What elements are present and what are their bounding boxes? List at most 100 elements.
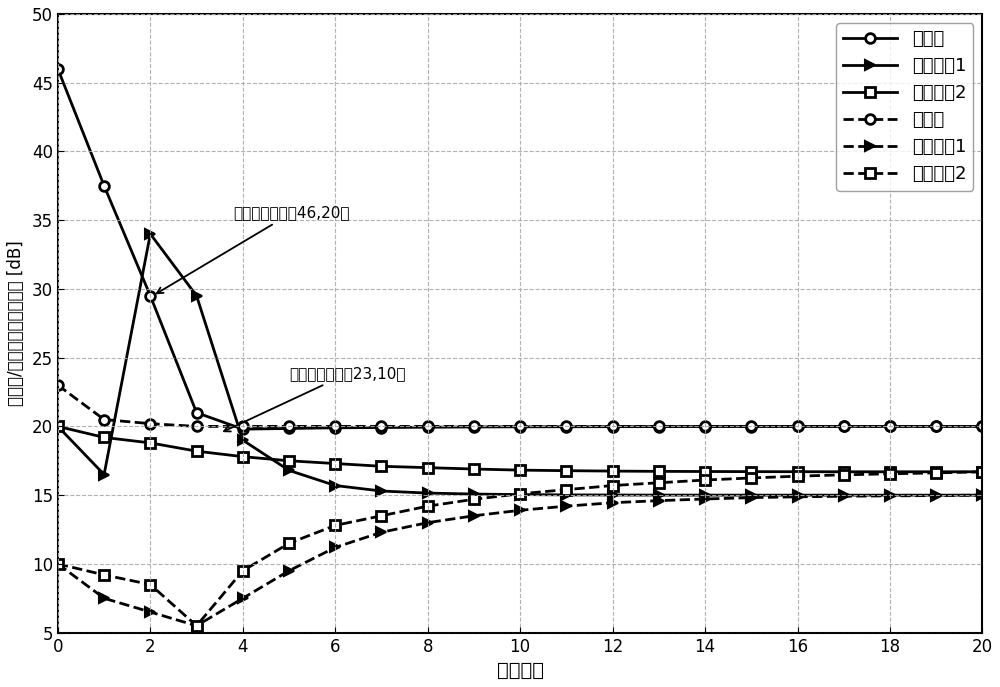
家庭基站2 [838,471,850,479]
家庭基站2 [699,476,711,484]
Line: 家庭基站1: 家庭基站1 [53,229,987,500]
家庭基站2 [191,447,203,455]
宏基站 [838,423,850,431]
宏基站 [329,424,341,432]
家庭基站1 [792,491,804,499]
宏基站 [237,423,249,431]
家庭基站1 [52,560,64,568]
家庭基站2 [884,468,896,476]
Line: 家庭基站1: 家庭基站1 [53,491,987,631]
宏基站 [838,423,850,431]
宏基站 [191,409,203,417]
家庭基站2 [514,490,526,498]
家庭基站2 [329,521,341,530]
家庭基站1 [422,489,434,497]
家庭基站2 [144,581,156,589]
家庭基站2 [98,433,110,442]
家庭基站1 [52,423,64,431]
家庭基站2 [329,460,341,468]
宏基站 [52,381,64,390]
家庭基站1 [976,491,988,499]
宏基站 [237,425,249,433]
家庭基站2 [468,465,480,473]
宏基站 [699,423,711,431]
Line: 宏基站: 宏基站 [53,381,987,431]
Text: 初始发射功率（23,10）: 初始发射功率（23,10） [224,366,406,431]
家庭基站2 [607,467,619,475]
宏基站 [144,420,156,428]
宏基站 [283,423,295,431]
宏基站 [468,423,480,431]
家庭基站2 [653,479,665,487]
宏基站 [745,423,757,431]
家庭基站1 [283,567,295,575]
家庭基站1 [930,491,942,499]
家庭基站2 [560,466,572,475]
Legend: 宏基站, 家庭基站1, 家庭基站2, 宏基站, 家庭基站1, 家庭基站2: 宏基站, 家庭基站1, 家庭基站2, 宏基站, 家庭基站1, 家庭基站2 [836,23,973,190]
家庭基站1 [375,528,387,537]
家庭基站1 [422,519,434,527]
家庭基站2 [745,474,757,482]
宏基站 [976,423,988,431]
家庭基站2 [52,423,64,431]
家庭基站1 [930,491,942,499]
家庭基站1 [976,491,988,499]
家庭基站1 [653,491,665,499]
宏基站 [884,423,896,431]
家庭基站2 [375,462,387,471]
家庭基站2 [375,512,387,520]
家庭基站1 [607,499,619,507]
宏基站 [422,423,434,431]
家庭基站2 [283,539,295,548]
家庭基站2 [699,467,711,475]
宏基站 [514,423,526,431]
宏基站 [191,423,203,431]
家庭基站1 [745,491,757,499]
家庭基站2 [792,468,804,476]
家庭基站2 [745,468,757,476]
家庭基站1 [237,436,249,444]
家庭基站1 [838,492,850,500]
家庭基站1 [329,543,341,552]
X-axis label: 迭代次数: 迭代次数 [497,661,544,680]
家庭基站2 [422,464,434,472]
宏基站 [607,423,619,431]
家庭基站1 [144,230,156,238]
Line: 家庭基站2: 家庭基站2 [53,422,987,477]
宏基站 [560,423,572,431]
家庭基站1 [329,482,341,490]
宏基站 [52,65,64,73]
宏基站 [283,425,295,433]
家庭基站2 [976,468,988,476]
家庭基站1 [191,292,203,300]
家庭基站1 [468,512,480,520]
家庭基站2 [237,567,249,575]
宏基站 [144,292,156,300]
家庭基站2 [144,439,156,447]
宏基站 [930,423,942,431]
家庭基站2 [283,457,295,465]
家庭基站2 [930,468,942,476]
家庭基站2 [52,560,64,568]
家庭基站2 [237,453,249,461]
Text: 初始发射功率（46,20）: 初始发射功率（46,20） [157,205,350,293]
家庭基站1 [283,466,295,475]
家庭基站1 [792,493,804,501]
宏基站 [976,423,988,431]
宏基站 [422,423,434,431]
家庭基站2 [976,468,988,476]
宏基站 [792,423,804,431]
家庭基站1 [375,487,387,495]
家庭基站2 [884,470,896,478]
家庭基站1 [699,495,711,503]
家庭基站1 [468,490,480,498]
家庭基站1 [560,491,572,499]
家庭基站2 [98,571,110,579]
宏基站 [329,423,341,431]
宏基站 [653,423,665,431]
家庭基站2 [514,466,526,474]
家庭基站2 [838,468,850,476]
家庭基站1 [607,491,619,499]
家庭基站1 [884,492,896,500]
家庭基站1 [653,497,665,505]
